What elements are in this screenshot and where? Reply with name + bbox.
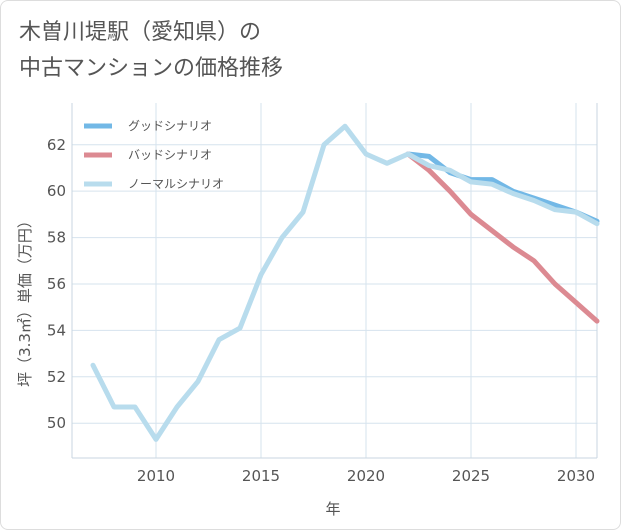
legend-label-bad: バッドシナリオ — [128, 148, 212, 162]
legend-label-normal: ノーマルシナリオ — [128, 177, 224, 191]
tick-labels: 2010 2015 2020 2025 2030 50 52 54 56 58 60 62 — [47, 136, 595, 485]
y-tick-label-54: 54 — [47, 321, 66, 339]
chart-title-line2: 中古マンションの価格推移 — [19, 56, 284, 81]
x-tick-label-2030: 2030 — [557, 467, 595, 485]
x-tick-label-2020: 2020 — [347, 467, 385, 485]
x-tick-label-2025: 2025 — [452, 467, 490, 485]
legend-label-good: グッドシナリオ — [128, 119, 212, 133]
chart-title: 木曽川堤駅（愛知県）の 中古マンションの価格推移 — [19, 15, 283, 87]
series-line-bad — [405, 151, 600, 324]
y-tick-label-60: 60 — [47, 182, 66, 200]
series-line-normal — [90, 123, 600, 442]
y-tick-label-52: 52 — [47, 368, 66, 386]
y-tick-label-50: 50 — [47, 414, 66, 432]
series-lines — [90, 123, 600, 442]
y-tick-label-56: 56 — [47, 275, 66, 293]
grid-lines — [72, 103, 597, 458]
y-tick-label-58: 58 — [47, 229, 66, 247]
x-tick-label-2015: 2015 — [242, 467, 280, 485]
y-axis-title: 坪（3.3㎡）単価（万円） — [16, 213, 34, 387]
axes — [71, 103, 598, 459]
x-axis-title: 年 — [325, 500, 340, 518]
x-tick-label-2010: 2010 — [137, 467, 175, 485]
chart-title-line1: 木曽川堤駅（愛知県）の — [19, 20, 262, 45]
y-tick-label-62: 62 — [47, 136, 66, 154]
